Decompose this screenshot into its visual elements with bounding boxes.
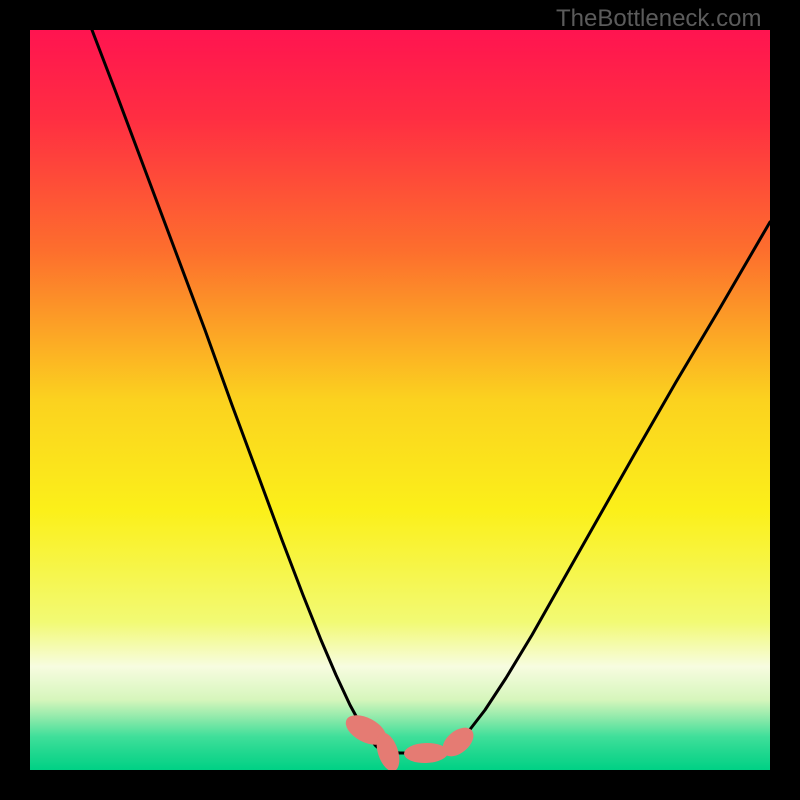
plot-svg [30,30,770,770]
gradient-background [30,30,770,770]
plot-area [30,30,770,770]
watermark-text: TheBottleneck.com [556,5,761,33]
